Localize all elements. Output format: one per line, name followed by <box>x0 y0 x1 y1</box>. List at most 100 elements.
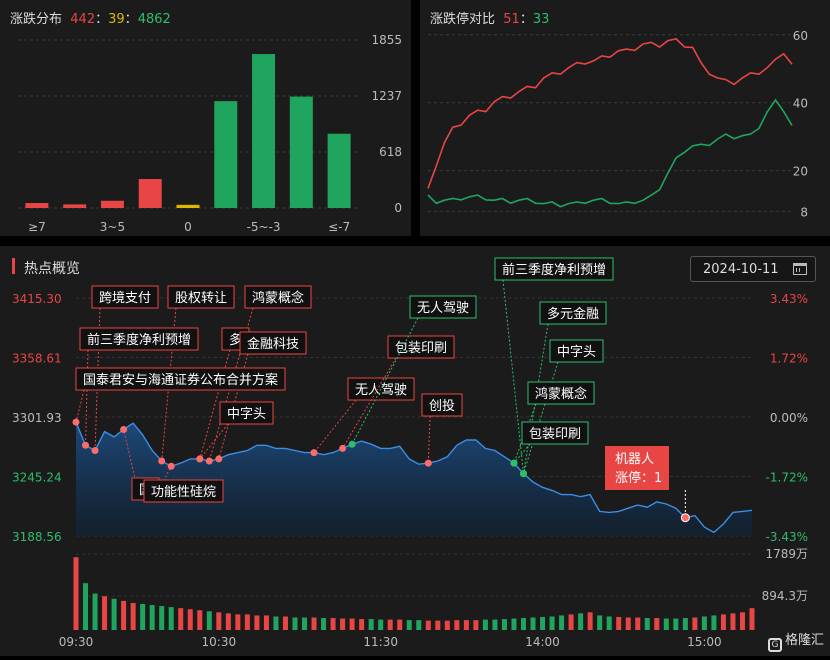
tag-label: 金融科技 <box>247 336 299 352</box>
tag-connector <box>513 403 537 464</box>
tag-label: 中字头 <box>227 407 266 422</box>
highlight-tag-box <box>605 446 669 490</box>
volume-bar <box>121 600 127 630</box>
tag-box <box>521 421 589 445</box>
x-tick-label: 10:30 <box>202 635 237 649</box>
logo-icon: G <box>767 638 782 652</box>
volume-bar <box>692 617 698 630</box>
distribution-chart: 0 618 1237 1855 ≥7 3~5 0 -5~-3 ≤-7 <box>18 33 402 234</box>
tag-dot <box>158 457 166 465</box>
volume-bar <box>206 611 212 630</box>
tag-label: 前三季度净利预增 <box>502 262 606 278</box>
tag-connector <box>342 357 397 449</box>
highlight-tag-detail: 涨停：1 <box>615 470 662 486</box>
tag-box <box>167 285 235 309</box>
tag-dot <box>205 457 213 465</box>
tag-dot <box>72 418 80 426</box>
volume-bar <box>73 557 79 630</box>
tag-connector <box>199 349 231 460</box>
tag-label: 鸿蒙概念 <box>535 386 587 402</box>
volume-bar <box>359 619 365 630</box>
y-tick-label: 1855 <box>371 33 402 47</box>
volume-bar <box>397 619 403 630</box>
y-tick-label: 0 <box>394 201 402 215</box>
volume-bar <box>130 602 136 630</box>
watermark-text: 格隆汇 <box>784 633 824 648</box>
volume-bar <box>492 619 498 630</box>
volume-bar <box>349 618 355 630</box>
tag-label: 鸿蒙概念 <box>252 290 304 306</box>
volume-bar <box>292 617 298 630</box>
ratio-title: 涨跌停对比 51：33 <box>430 12 550 27</box>
distribution-bar <box>138 179 162 208</box>
volume-bar <box>739 612 745 630</box>
right-tick-label: 3.43% <box>770 292 808 306</box>
tag-box <box>91 285 159 309</box>
volume-bar <box>321 618 327 630</box>
y-tick-label: 618 <box>379 145 402 159</box>
flat-count: 39 <box>108 12 125 27</box>
volume-bar <box>330 618 336 630</box>
volume-bar <box>254 615 260 630</box>
volume-bar <box>387 619 393 630</box>
tag-box <box>527 381 595 405</box>
tag-connector <box>199 423 229 460</box>
distribution-panel: 涨跌分布 442：39：4862 0 618 1237 1855 ≥7 3~5 0 -5~-3… <box>0 0 411 236</box>
volume-bar <box>540 617 546 630</box>
distribution-bar <box>25 203 49 208</box>
tag-box <box>549 339 604 363</box>
volume-bar <box>435 620 441 630</box>
left-tick-label: 3301.93 <box>12 411 62 425</box>
tag-connector <box>427 415 431 464</box>
right-tick-label: 0.00% <box>770 411 808 425</box>
volume-bar <box>701 616 707 630</box>
volume-bar <box>606 616 612 630</box>
y-tick-label: 40 <box>793 97 808 111</box>
volume-bar <box>368 619 374 630</box>
volume-bar <box>235 614 241 630</box>
volume-bar <box>616 617 622 630</box>
right-tick-label: -3.43% <box>766 530 808 544</box>
tag-dot <box>310 449 318 457</box>
tag-connector <box>208 307 254 462</box>
tag-label: 中字头 <box>557 345 596 360</box>
tag-label: 多元金融 <box>547 306 599 322</box>
tag-box <box>75 367 286 391</box>
volume-bar <box>302 617 308 630</box>
limit-down-count: 33 <box>532 12 550 27</box>
volume-bar <box>406 620 412 630</box>
volume-bar <box>587 612 593 630</box>
volume-bar <box>225 613 231 630</box>
hot-panel: 3415.30 3.43% 3358.61 1.72% 3301.93 0.00% 3245… <box>0 246 830 656</box>
tag-box <box>409 295 477 319</box>
tag-box <box>539 301 607 325</box>
distribution-title-text: 涨跌分布 <box>10 12 63 27</box>
tag-connector <box>75 389 85 423</box>
calendar-icon[interactable] <box>793 263 807 275</box>
volume-bar <box>673 618 679 630</box>
volume-bar <box>559 615 565 630</box>
volume-bar <box>511 618 517 630</box>
volume-bar <box>463 620 469 630</box>
distribution-bar <box>176 204 200 208</box>
volume-bar <box>644 618 650 630</box>
right-tick-label: -1.72% <box>766 471 808 485</box>
volume-bar <box>425 620 431 630</box>
volume-bar <box>416 620 422 630</box>
right-tick-label: 1.72% <box>770 352 808 366</box>
x-tick-label: 14:00 <box>525 635 560 649</box>
distribution-bar <box>327 133 351 208</box>
tag-dot <box>510 459 518 467</box>
left-tick-label: 3415.30 <box>12 292 62 306</box>
index-line <box>75 421 753 534</box>
volume-bar <box>178 608 184 630</box>
volume-bar <box>168 607 174 630</box>
date-picker[interactable]: 2024-10-11 <box>690 256 816 282</box>
watermark: G 格隆汇 <box>767 629 824 652</box>
volume-bar <box>530 617 536 630</box>
volume-bar <box>159 606 165 630</box>
tag-connector <box>522 323 549 474</box>
volume-bar <box>216 612 222 630</box>
highlight-dot <box>680 513 690 523</box>
tag-label: 国泰君安与海通证券公布合并方案 <box>83 372 278 388</box>
